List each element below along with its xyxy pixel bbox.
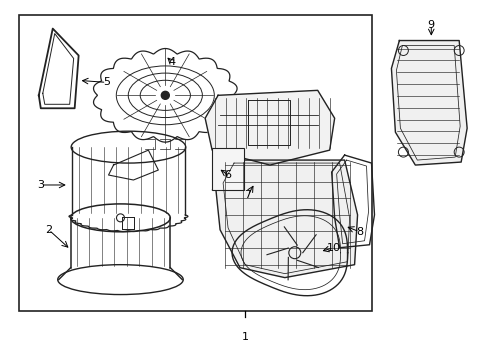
- Polygon shape: [390, 41, 466, 165]
- Circle shape: [161, 91, 169, 99]
- Text: 5: 5: [103, 77, 110, 87]
- Text: 2: 2: [45, 225, 52, 235]
- Bar: [19, 15, 371, 311]
- Text: 4: 4: [168, 58, 176, 67]
- Bar: [212, 148, 244, 190]
- Text: 7: 7: [244, 190, 251, 200]
- Polygon shape: [215, 160, 357, 278]
- Text: 1: 1: [241, 332, 248, 342]
- Text: 3: 3: [37, 180, 44, 190]
- Text: 6: 6: [224, 170, 231, 180]
- Text: 9: 9: [427, 19, 434, 30]
- Text: 10: 10: [326, 243, 340, 253]
- Polygon shape: [205, 90, 334, 165]
- Text: 8: 8: [355, 227, 363, 237]
